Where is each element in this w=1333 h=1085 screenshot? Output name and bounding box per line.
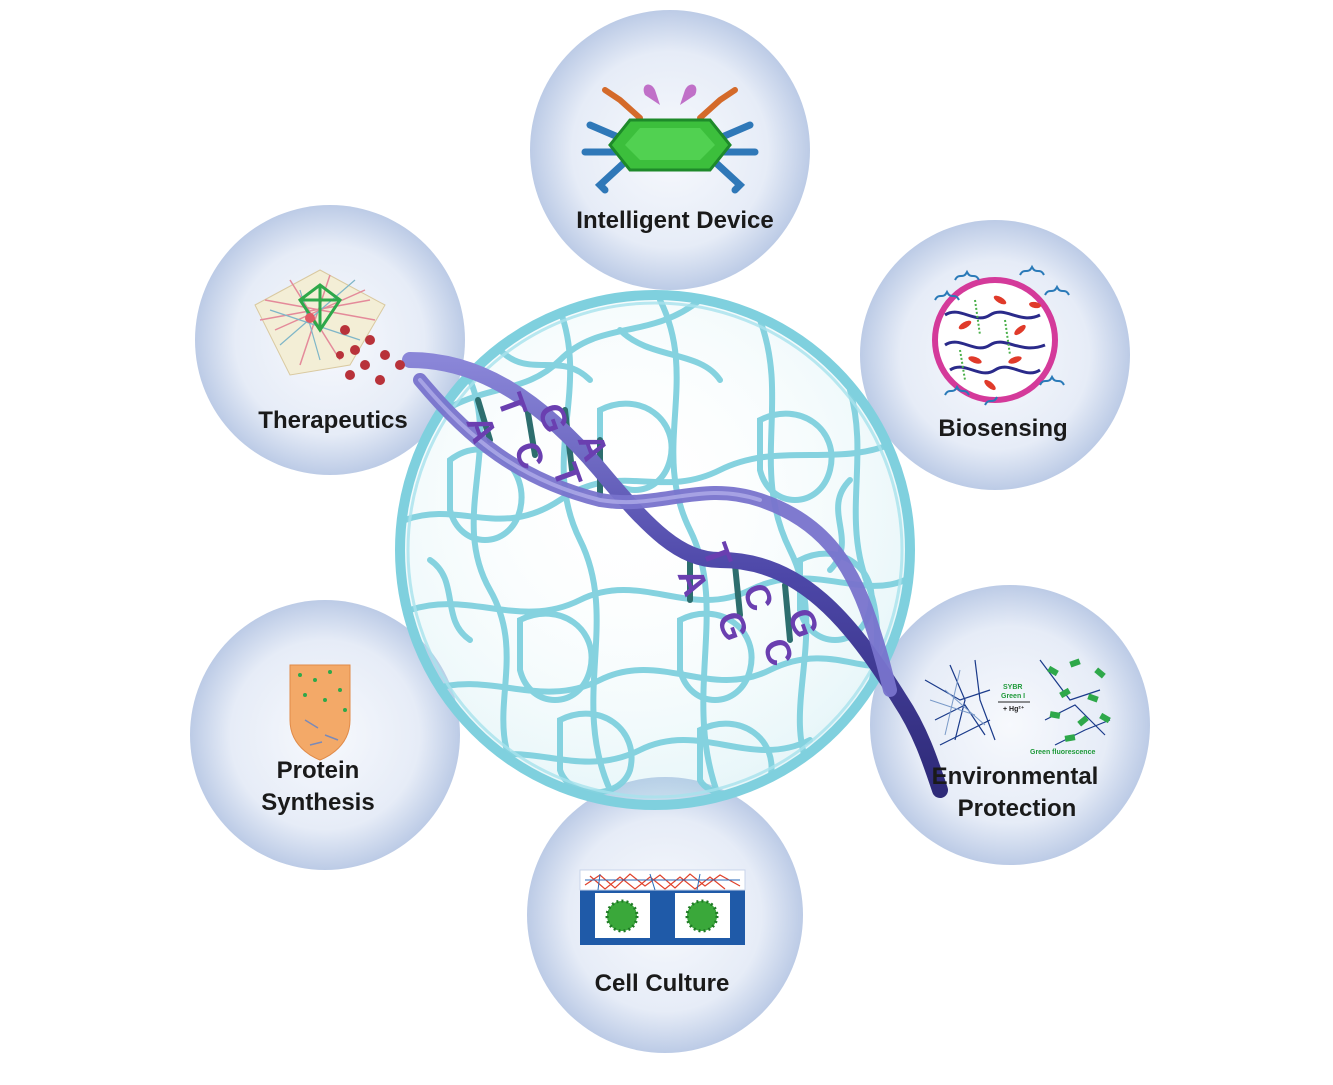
label-protein-synthesis-line2: Synthesis [261,789,374,816]
label-cell-culture: Cell Culture [595,970,730,997]
inset-green-i: Green I [1001,693,1025,700]
biosensing-vesicle-icon [932,264,1070,406]
label-therapeutics: Therapeutics [258,407,407,434]
cell-culture-scaffold-icon [579,869,746,945]
cell-icon [685,899,719,933]
inset-sybr: SYBR [1003,684,1022,691]
inset-green-fluorescence: Green fluorescence [1030,749,1095,756]
mercury-detection-icon: SYBR Green I + Hg²⁺ Green fluorescence [924,658,1111,756]
protein-hydrogel-icon [289,664,351,761]
label-environmental-protection-line2: Protection [958,795,1077,822]
label-biosensing: Biosensing [938,415,1067,442]
label-protein-synthesis-line1: Protein [277,757,360,784]
cell-icon [605,899,639,933]
crab-device-icon [581,84,759,194]
label-environmental-protection-line1: Environmental [932,763,1099,790]
dna-helix: A T C G T A A T G C C G [402,352,948,798]
nanostructure-drug-release-icon [254,269,405,385]
inset-hg: + Hg²⁺ [1003,705,1025,713]
label-intelligent-device: Intelligent Device [576,207,773,234]
